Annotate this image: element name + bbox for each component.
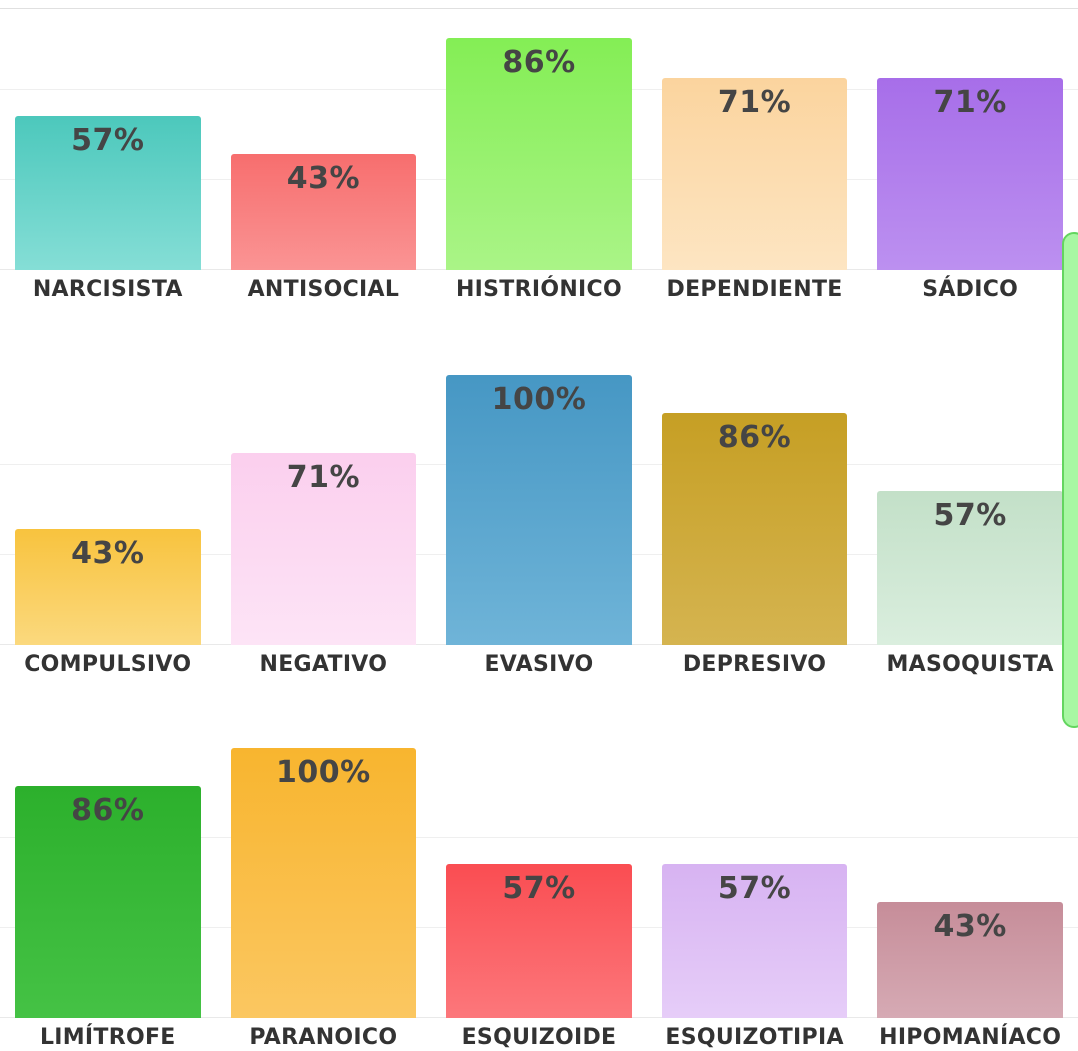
- bar-histrionico: 86%: [446, 38, 632, 270]
- bar-column-evasivo: 100%: [431, 375, 647, 645]
- bar-column-esquizotipia: 57%: [647, 748, 863, 1018]
- bar-category-label-evasivo: EVASIVO: [484, 652, 594, 677]
- chart-row-3: 86% 100% 57% 57% 43% LIMÍTROFE PARANOICO ESQUIZ…: [0, 748, 1078, 1051]
- plot-area: 57% 43% 86% 71% 71%: [0, 0, 1078, 270]
- category-labels-row: COMPULSIVO NEGATIVO EVASIVO DEPRESIVO MASOQU…: [0, 645, 1078, 690]
- bar-value-label: 71%: [286, 460, 361, 495]
- bar-negativo: 71%: [230, 453, 417, 645]
- bar-masoquista: 57%: [877, 491, 1063, 645]
- bar-column-paranoico: 100%: [216, 748, 432, 1018]
- bar-category-label-histrionico: HISTRIÓNICO: [455, 277, 622, 302]
- plot-area: 43% 71% 100% 86% 57%: [0, 375, 1078, 645]
- bar-category-label-negativo: NEGATIVO: [259, 652, 388, 677]
- bar-column-histrionico: 86%: [431, 0, 647, 270]
- bar-evasivo: 100%: [446, 375, 632, 645]
- bar-category-label-esquizoide: ESQUIZOIDE: [461, 1025, 617, 1050]
- category-labels-row: LIMÍTROFE PARANOICO ESQUIZOIDE ESQUIZOTIPIA…: [0, 1018, 1078, 1051]
- bar-column-hipomaniaco: 43%: [862, 748, 1078, 1018]
- category-labels-row: NARCISISTA ANTISOCIAL HISTRIÓNICO DEPENDIEN…: [0, 270, 1078, 315]
- bar-column-depresivo: 86%: [647, 375, 863, 645]
- bar-column-sadico: 71%: [862, 0, 1078, 270]
- bar-column-narcisista: 57%: [0, 0, 216, 270]
- bar-category-label-paranoico: PARANOICO: [249, 1025, 398, 1050]
- bar-limitrofe: 86%: [15, 786, 201, 1018]
- bar-esquizotipia: 57%: [661, 864, 848, 1018]
- bar-value-label: 57%: [71, 123, 145, 158]
- bar-column-compulsivo: 43%: [0, 375, 216, 645]
- bar-category-label-narcisista: NARCISISTA: [32, 277, 183, 302]
- bar-value-label: 43%: [933, 909, 1007, 944]
- bar-compulsivo: 43%: [15, 529, 201, 645]
- plot-area: 86% 100% 57% 57% 43%: [0, 748, 1078, 1018]
- chart-row-2: 43% 71% 100% 86% 57% COMPULSIVO NEGATIVO EVASIV…: [0, 375, 1078, 690]
- bar-category-label-dependiente: DEPENDIENTE: [666, 277, 843, 302]
- top-divider: [0, 8, 1078, 9]
- bar-category-label-esquizotipia: ESQUIZOTIPIA: [665, 1025, 844, 1050]
- bar-column-esquizoide: 57%: [431, 748, 647, 1018]
- bar-category-label-antisocial: ANTISOCIAL: [247, 277, 400, 302]
- bar-value-label: 100%: [276, 755, 371, 790]
- bar-value-label: 57%: [502, 871, 576, 906]
- bar-value-label: 71%: [933, 85, 1007, 120]
- bar-value-label: 43%: [286, 161, 361, 196]
- bar-category-label-depresivo: DEPRESIVO: [682, 652, 827, 677]
- bar-column-negativo: 71%: [216, 375, 432, 645]
- bar-value-label: 100%: [491, 382, 587, 417]
- bar-value-label: 71%: [717, 85, 792, 120]
- bar-category-label-compulsivo: COMPULSIVO: [24, 652, 192, 677]
- bar-dependiente: 71%: [661, 78, 848, 270]
- bar-hipomaniaco: 43%: [877, 902, 1063, 1018]
- bar-category-label-limitrofe: LIMÍTROFE: [39, 1025, 176, 1050]
- bar-value-label: 86%: [717, 420, 792, 455]
- side-panel-handle[interactable]: [1062, 232, 1078, 728]
- bar-value-label: 57%: [717, 871, 792, 906]
- bar-sadico: 71%: [877, 78, 1063, 270]
- bar-category-label-hipomaniaco: HIPOMANÍACO: [879, 1025, 1062, 1050]
- bar-antisocial: 43%: [230, 154, 417, 270]
- bar-category-label-sadico: SÁDICO: [922, 277, 1019, 302]
- bar-paranoico: 100%: [230, 748, 417, 1018]
- bar-esquizoide: 57%: [446, 864, 632, 1018]
- bar-value-label: 43%: [71, 536, 145, 571]
- chart-row-1: 57% 43% 86% 71% 71% NARCISISTA ANTISOCIAL HISTR…: [0, 0, 1078, 315]
- bar-column-antisocial: 43%: [216, 0, 432, 270]
- bar-column-masoquista: 57%: [862, 375, 1078, 645]
- bar-column-dependiente: 71%: [647, 0, 863, 270]
- bar-category-label-masoquista: MASOQUISTA: [886, 652, 1054, 677]
- bar-value-label: 86%: [71, 793, 145, 828]
- bar-value-label: 57%: [933, 498, 1007, 533]
- gridline: [0, 837, 1078, 838]
- bar-narcisista: 57%: [15, 116, 201, 270]
- bar-column-limitrofe: 86%: [0, 748, 216, 1018]
- bar-value-label: 86%: [502, 45, 576, 80]
- bar-depresivo: 86%: [661, 413, 848, 645]
